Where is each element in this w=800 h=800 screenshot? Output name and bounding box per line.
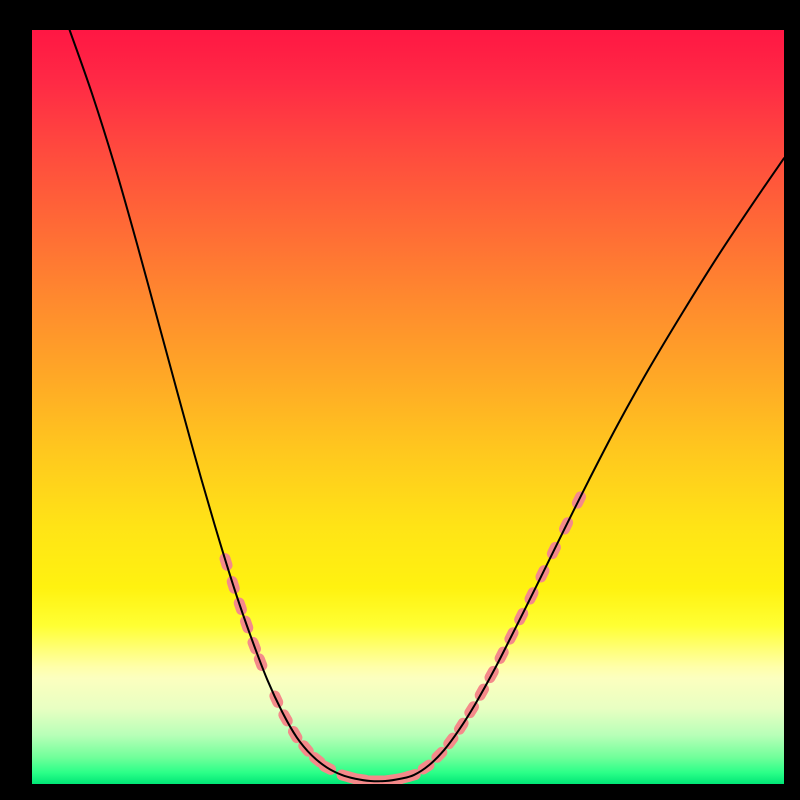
plot-background xyxy=(32,30,784,784)
chart-svg xyxy=(0,0,800,800)
